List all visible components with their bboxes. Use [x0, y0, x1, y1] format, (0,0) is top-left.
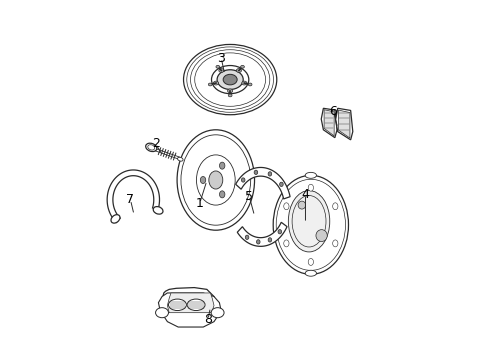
Ellipse shape [216, 66, 219, 68]
Ellipse shape [227, 89, 232, 93]
Ellipse shape [223, 74, 237, 85]
Text: 5: 5 [244, 190, 253, 203]
Ellipse shape [211, 308, 224, 318]
Polygon shape [107, 170, 159, 222]
Ellipse shape [256, 240, 260, 244]
Text: 4: 4 [301, 188, 309, 201]
Text: 8: 8 [203, 313, 211, 327]
Ellipse shape [168, 299, 186, 311]
Ellipse shape [241, 81, 246, 85]
Polygon shape [321, 108, 336, 138]
Polygon shape [237, 222, 286, 246]
Polygon shape [338, 110, 349, 138]
Ellipse shape [219, 191, 224, 198]
Text: 6: 6 [329, 105, 337, 118]
Ellipse shape [279, 182, 283, 186]
Ellipse shape [218, 68, 224, 72]
Text: 7: 7 [126, 193, 134, 206]
Ellipse shape [183, 44, 276, 115]
Ellipse shape [298, 201, 305, 209]
Ellipse shape [153, 207, 163, 214]
Ellipse shape [283, 240, 288, 247]
Ellipse shape [267, 238, 271, 242]
Ellipse shape [177, 157, 183, 161]
Ellipse shape [219, 162, 224, 169]
Ellipse shape [211, 66, 248, 94]
Ellipse shape [196, 155, 235, 205]
Ellipse shape [332, 240, 337, 247]
Ellipse shape [145, 143, 157, 152]
Polygon shape [335, 108, 352, 140]
Ellipse shape [177, 130, 254, 230]
Ellipse shape [305, 172, 316, 178]
Ellipse shape [332, 203, 337, 210]
Ellipse shape [236, 68, 241, 72]
Ellipse shape [217, 70, 243, 89]
Ellipse shape [278, 230, 281, 234]
Text: 1: 1 [195, 197, 203, 210]
Text: 3: 3 [217, 51, 224, 64]
Text: 2: 2 [151, 137, 159, 150]
Ellipse shape [248, 83, 251, 86]
Ellipse shape [307, 258, 313, 265]
Polygon shape [324, 110, 333, 136]
Ellipse shape [111, 215, 120, 223]
Polygon shape [235, 167, 289, 199]
Ellipse shape [283, 203, 288, 210]
Polygon shape [162, 288, 217, 320]
Ellipse shape [187, 299, 204, 311]
Polygon shape [167, 293, 214, 313]
Ellipse shape [155, 308, 168, 318]
Ellipse shape [208, 171, 223, 189]
Ellipse shape [267, 172, 271, 176]
Ellipse shape [200, 176, 205, 184]
Ellipse shape [240, 66, 244, 68]
Ellipse shape [254, 170, 257, 175]
Ellipse shape [288, 190, 329, 252]
Ellipse shape [228, 94, 231, 97]
Ellipse shape [305, 270, 316, 276]
Ellipse shape [245, 235, 248, 239]
Ellipse shape [315, 230, 326, 242]
Ellipse shape [241, 178, 244, 182]
Ellipse shape [273, 175, 348, 274]
Ellipse shape [307, 184, 313, 191]
Ellipse shape [213, 81, 218, 85]
Ellipse shape [208, 83, 212, 86]
Polygon shape [158, 293, 221, 327]
